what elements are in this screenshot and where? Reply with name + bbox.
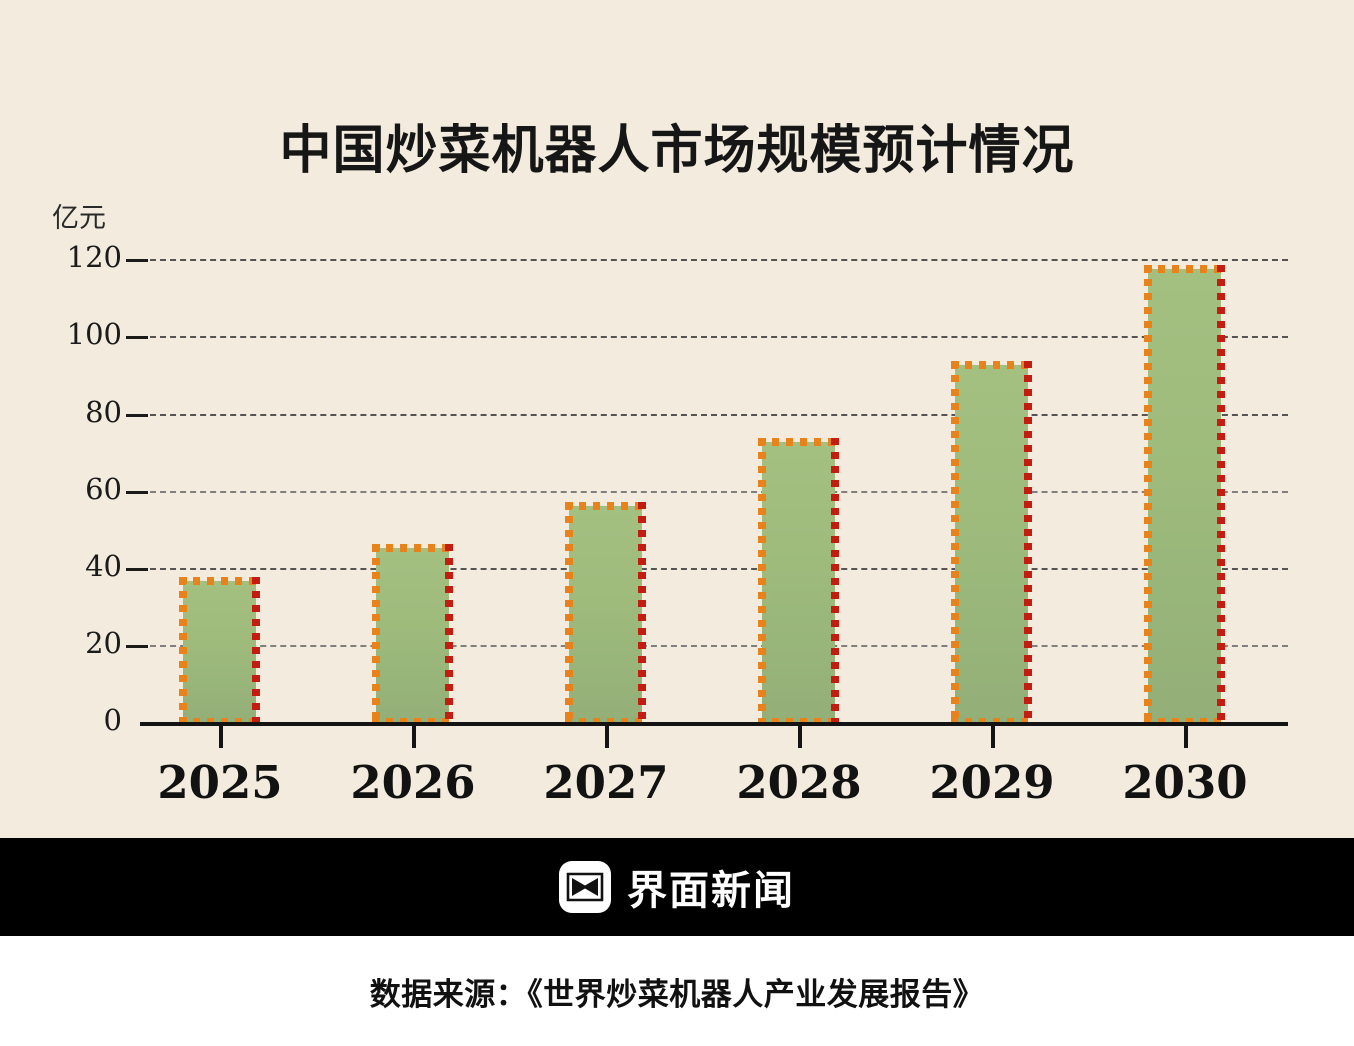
gridline-80 bbox=[140, 414, 1288, 416]
x-axis-label-2025: 2025 bbox=[157, 756, 283, 809]
bar-border-left bbox=[1144, 265, 1152, 726]
bar-border-right bbox=[831, 438, 839, 726]
brand-band: 界面新闻 bbox=[0, 838, 1354, 936]
x-tick-2025 bbox=[219, 722, 223, 748]
bar-2026[interactable] bbox=[372, 544, 453, 726]
gridline-60 bbox=[140, 491, 1288, 493]
jiemian-bowtie-icon bbox=[559, 861, 611, 913]
bar-2028[interactable] bbox=[758, 438, 839, 726]
bar-2029[interactable] bbox=[951, 361, 1032, 726]
bar-border-right bbox=[445, 544, 453, 726]
x-axis-label-2027: 2027 bbox=[543, 756, 669, 809]
bar-border-right bbox=[1024, 361, 1032, 726]
x-tick-2029 bbox=[991, 722, 995, 748]
bar-border-left bbox=[758, 438, 766, 726]
bar-border-right bbox=[252, 577, 260, 726]
source-caption: 数据来源：《世界炒菜机器人产业发展报告》 bbox=[369, 976, 985, 1013]
source-area: 数据来源：《世界炒菜机器人产业发展报告》 bbox=[0, 936, 1354, 1046]
bar-border-top bbox=[1144, 265, 1225, 273]
x-axis-label-2028: 2028 bbox=[736, 756, 862, 809]
y-tick-20 bbox=[126, 645, 148, 648]
y-tick-60 bbox=[126, 491, 148, 494]
x-axis-label-2026: 2026 bbox=[350, 756, 476, 809]
bar-border-top bbox=[179, 577, 260, 585]
chart-panel: 中国炒菜机器人市场规模预计情况 亿元 120 100 80 60 40 20 0 bbox=[0, 0, 1354, 838]
x-tick-2028 bbox=[798, 722, 802, 748]
plot-area: 120 100 80 60 40 20 0 bbox=[67, 240, 1288, 809]
gridline-120 bbox=[140, 259, 1288, 261]
y-axis-label-120: 120 bbox=[66, 240, 122, 274]
y-axis-label-100: 100 bbox=[66, 317, 122, 351]
gridline-100 bbox=[140, 336, 1288, 338]
brand-name: 界面新闻 bbox=[627, 868, 795, 914]
x-tick-2030 bbox=[1184, 722, 1188, 748]
bar-border-top bbox=[758, 438, 839, 446]
y-axis-label-0: 0 bbox=[103, 703, 122, 737]
x-axis-label-2030: 2030 bbox=[1122, 756, 1248, 809]
bar-border-left bbox=[179, 577, 187, 726]
y-axis-label-40: 40 bbox=[85, 549, 122, 583]
y-axis-label-60: 60 bbox=[85, 472, 122, 506]
x-axis-label-2029: 2029 bbox=[929, 756, 1055, 809]
x-tick-2026 bbox=[412, 722, 416, 748]
bar-2030[interactable] bbox=[1144, 265, 1225, 726]
bar-border-right bbox=[638, 502, 646, 726]
bar-border-right bbox=[1217, 265, 1225, 726]
x-tick-2027 bbox=[605, 722, 609, 748]
page-title: 中国炒菜机器人市场规模预计情况 bbox=[279, 121, 1075, 181]
y-axis-label-80: 80 bbox=[85, 395, 122, 429]
x-axis-line bbox=[140, 722, 1288, 726]
brand-logo: 界面新闻 bbox=[559, 858, 795, 916]
y-tick-100 bbox=[126, 336, 148, 339]
gridline-20 bbox=[140, 645, 1288, 647]
y-tick-40 bbox=[126, 568, 148, 571]
bar-2025[interactable] bbox=[179, 577, 260, 726]
y-axis-label-20: 20 bbox=[85, 626, 122, 660]
bar-border-left bbox=[951, 361, 959, 726]
bar-border-left bbox=[372, 544, 380, 726]
y-tick-80 bbox=[126, 414, 148, 417]
bar-border-top bbox=[951, 361, 1032, 369]
bar-border-top bbox=[565, 502, 646, 510]
bar-border-left bbox=[565, 502, 573, 726]
bar-2027[interactable] bbox=[565, 502, 646, 726]
gridline-40 bbox=[140, 568, 1288, 570]
bar-border-top bbox=[372, 544, 453, 552]
y-tick-120 bbox=[126, 259, 148, 262]
y-axis-unit-label: 亿元 bbox=[52, 203, 106, 234]
